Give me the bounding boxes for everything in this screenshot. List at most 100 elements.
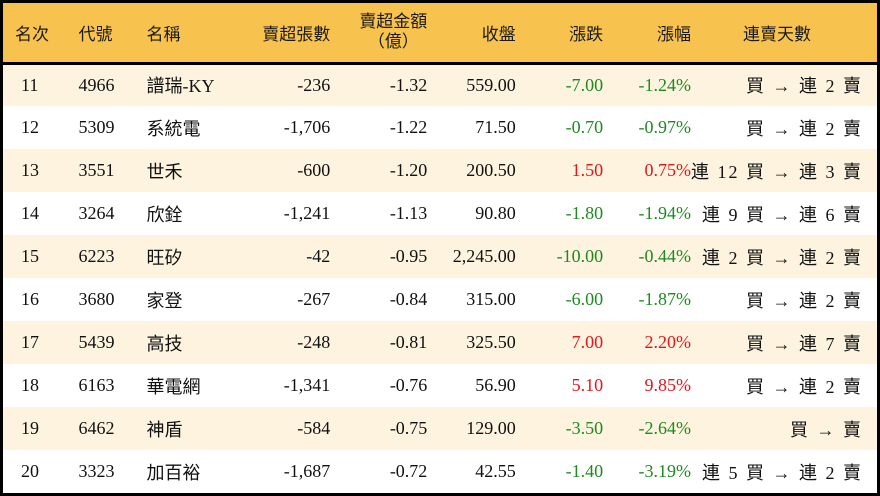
cell-net-sell-amount: -1.20	[389, 160, 428, 180]
cell-close: 2,245.00	[452, 246, 516, 266]
cell-net-sell-amount: -1.32	[389, 74, 428, 95]
cell-streak: 連 2 買 → 連 2 賣	[702, 247, 863, 268]
table-row: 11 4966 譜瑞-KY -236 -1.32 559.00 -7.00 -1…	[3, 63, 877, 106]
cell-net-sell-volume: -236	[297, 74, 331, 95]
cell-change: 5.10	[571, 375, 604, 395]
table-row: 20 3323 加百裕 -1,687 -0.72 42.55 -1.40 -3.…	[3, 450, 877, 493]
cell-rank: 20	[21, 461, 39, 481]
cell-name: 旺矽	[146, 247, 183, 268]
cell-change-pct: 9.85%	[644, 375, 692, 395]
cell-code: 3551	[78, 160, 115, 180]
cell-change-pct: -1.94%	[638, 203, 692, 223]
cell-streak: 買 → 連 7 賣	[746, 333, 863, 354]
cell-net-sell-amount: -1.22	[389, 117, 428, 137]
table-header-row: 名次 代號 名稱 賣超張數 賣超金額 （億） 收盤 漲跌 漲幅 連賣天數	[3, 3, 877, 63]
header-net-sell-amount-unit: （億）	[367, 32, 419, 52]
cell-net-sell-amount: -0.76	[389, 375, 428, 395]
cell-close: 200.50	[466, 160, 516, 180]
cell-rank: 16	[21, 289, 39, 309]
cell-net-sell-volume: -584	[297, 418, 331, 438]
cell-net-sell-amount: -0.84	[389, 289, 428, 309]
cell-net-sell-amount: -0.75	[389, 418, 428, 438]
cell-change-pct: -0.44%	[638, 246, 692, 266]
cell-change: -6.00	[565, 289, 604, 309]
cell-name: 世禾	[146, 161, 183, 182]
cell-net-sell-volume: -1,687	[283, 461, 331, 481]
header-streak: 連賣天數	[743, 24, 811, 44]
cell-rank: 17	[21, 332, 39, 352]
cell-net-sell-volume: -248	[297, 332, 331, 352]
cell-code: 5309	[78, 117, 115, 137]
cell-change-pct: -3.19%	[638, 461, 692, 481]
cell-streak: 買 → 連 2 賣	[746, 76, 863, 97]
cell-change: -3.50	[565, 418, 604, 438]
cell-name: 家登	[146, 290, 183, 311]
table-row: 18 6163 華電網 -1,341 -0.76 56.90 5.10 9.85…	[3, 364, 877, 407]
cell-code: 3680	[78, 289, 115, 309]
cell-streak: 買 → 連 2 賣	[746, 118, 863, 139]
cell-rank: 14	[21, 203, 39, 223]
header-net-sell-amount: 賣超金額 （億）	[330, 3, 427, 63]
cell-change: -10.00	[556, 246, 604, 266]
header-net-sell-volume: 賣超張數	[262, 24, 331, 44]
cell-rank: 11	[21, 74, 39, 95]
cell-streak: 買 → 連 2 賣	[746, 290, 863, 311]
cell-rank: 18	[21, 375, 39, 395]
cell-net-sell-volume: -42	[306, 246, 331, 266]
cell-change: 1.50	[571, 160, 604, 180]
cell-change-pct: 0.75%	[644, 160, 692, 180]
net-sell-ranking-table: 名次 代號 名稱 賣超張數 賣超金額 （億） 收盤 漲跌 漲幅 連賣天數 11 …	[3, 3, 877, 493]
header-net-sell-amount-label: 賣超金額	[359, 12, 428, 32]
cell-net-sell-amount: -0.72	[389, 461, 428, 481]
table-row: 13 3551 世禾 -600 -1.20 200.50 1.50 0.75% …	[3, 149, 877, 192]
cell-net-sell-volume: -267	[297, 289, 331, 309]
cell-net-sell-volume: -1,341	[283, 375, 331, 395]
cell-rank: 15	[21, 246, 39, 266]
cell-change: -1.40	[565, 461, 604, 481]
cell-change-pct: -0.97%	[638, 117, 692, 137]
cell-streak: 買 → 連 2 賣	[746, 376, 863, 397]
table-row: 19 6462 神盾 -584 -0.75 129.00 -3.50 -2.64…	[3, 407, 877, 450]
cell-close: 559.00	[466, 74, 516, 95]
cell-streak: 連 9 買 → 連 6 賣	[702, 204, 863, 225]
cell-rank: 19	[21, 418, 39, 438]
cell-change: 7.00	[571, 332, 604, 352]
cell-close: 315.00	[466, 289, 516, 309]
cell-change: -1.80	[565, 203, 604, 223]
cell-code: 3264	[78, 203, 115, 223]
cell-net-sell-volume: -600	[297, 160, 331, 180]
header-name: 名稱	[146, 24, 181, 44]
table-row: 14 3264 欣銓 -1,241 -1.13 90.80 -1.80 -1.9…	[3, 192, 877, 235]
cell-name: 系統電	[146, 118, 201, 139]
cell-name: 加百裕	[146, 462, 201, 483]
header-rank: 名次	[15, 24, 49, 44]
table-row: 15 6223 旺矽 -42 -0.95 2,245.00 -10.00 -0.…	[3, 235, 877, 278]
cell-change-pct: 2.20%	[644, 332, 692, 352]
cell-change: -0.70	[565, 117, 604, 137]
cell-rank: 13	[21, 160, 39, 180]
cell-code: 6163	[78, 375, 115, 395]
cell-change: -7.00	[565, 74, 604, 95]
cell-close: 71.50	[475, 117, 516, 137]
cell-streak: 連 5 買 → 連 2 賣	[702, 462, 863, 483]
cell-change-pct: -1.87%	[638, 289, 692, 309]
cell-change-pct: -1.24%	[638, 74, 692, 95]
cell-name: 華電網	[146, 376, 201, 397]
cell-close: 42.55	[475, 461, 516, 481]
cell-close: 325.50	[466, 332, 516, 352]
cell-net-sell-amount: -1.13	[389, 203, 428, 223]
cell-close: 56.90	[475, 375, 516, 395]
cell-name: 神盾	[146, 419, 183, 440]
header-close: 收盤	[481, 24, 516, 44]
cell-net-sell-amount: -0.95	[389, 246, 428, 266]
cell-change-pct: -2.64%	[638, 418, 692, 438]
cell-name: 欣銓	[146, 204, 183, 225]
cell-code: 3323	[78, 461, 115, 481]
cell-name: 高技	[146, 333, 183, 354]
cell-close: 129.00	[466, 418, 516, 438]
cell-name: 譜瑞-KY	[146, 76, 215, 97]
cell-code: 5439	[78, 332, 115, 352]
cell-streak: 連 12 買 → 連 3 賣	[691, 161, 863, 182]
cell-code: 4966	[78, 74, 115, 95]
